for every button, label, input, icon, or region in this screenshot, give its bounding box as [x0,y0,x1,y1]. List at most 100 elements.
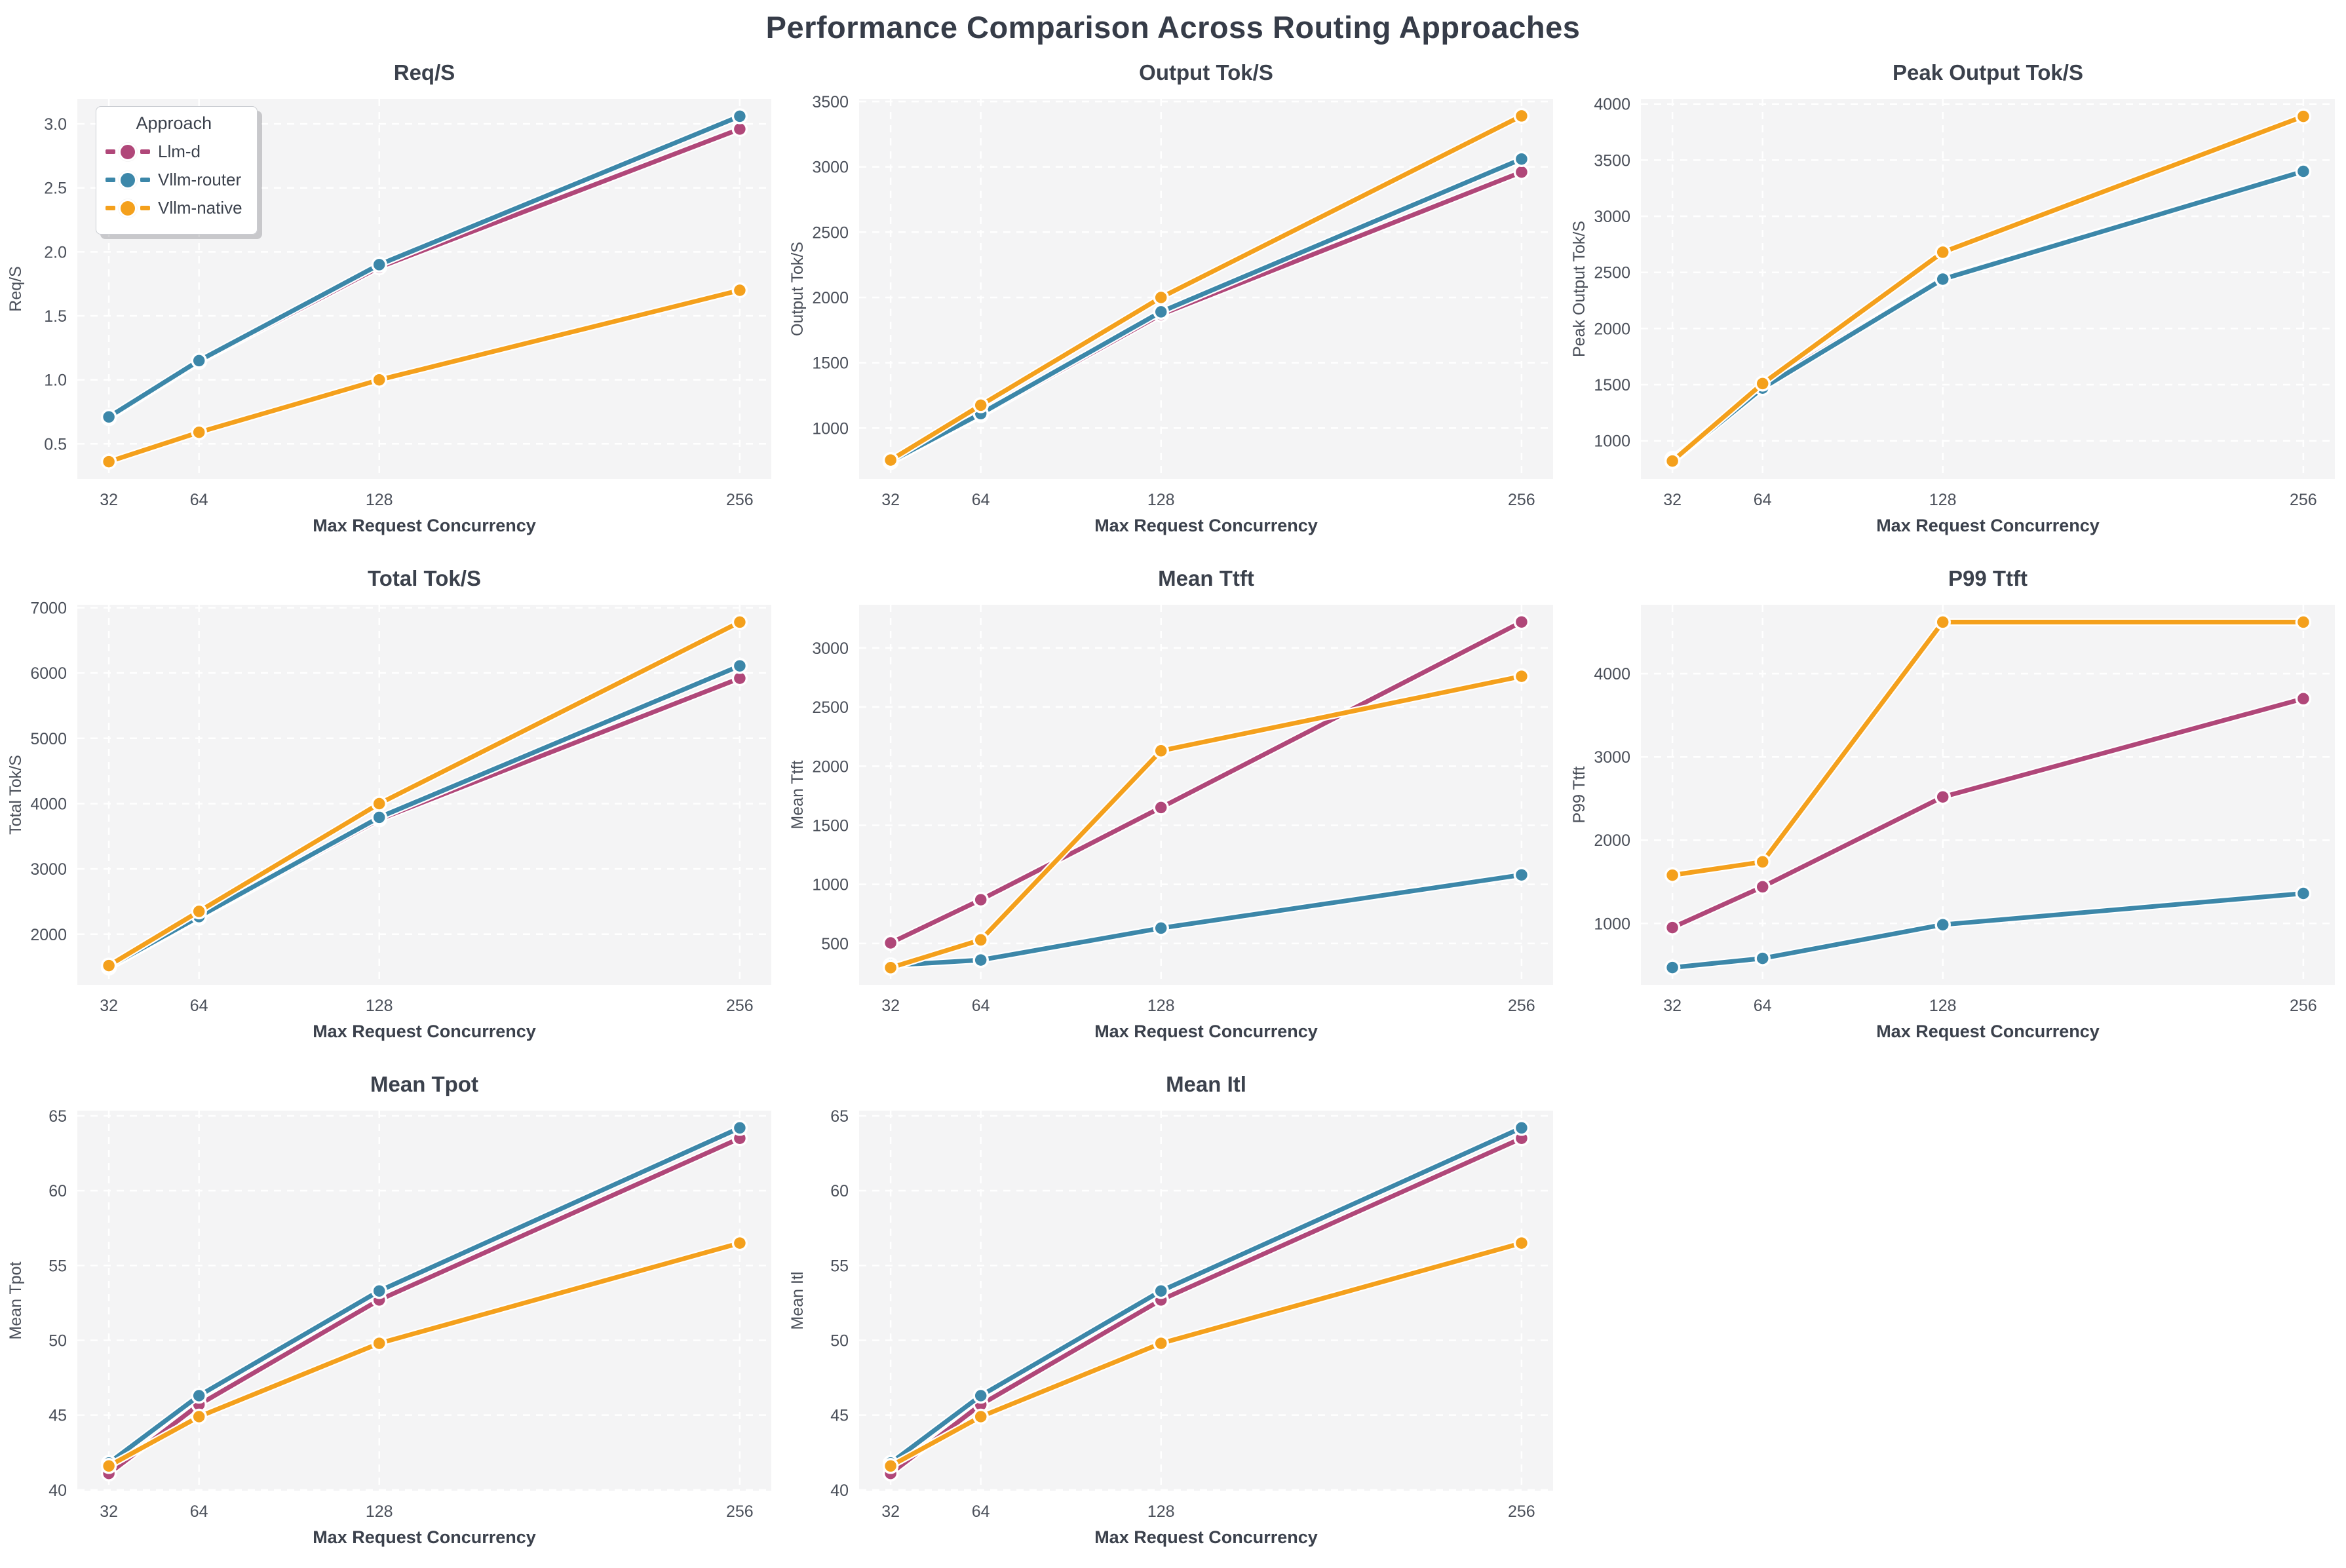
y-tick-label: 3000 [812,159,849,177]
y-tick-label: 2000 [812,757,849,776]
data-point-vllm-native-x256 [1513,668,1530,685]
x-tick-label: 32 [881,997,900,1015]
y-tick-label: 1500 [1594,376,1630,394]
x-tick-label: 32 [1663,491,1682,509]
series-line-llm-d [1670,696,2306,930]
y-tick-label: 60 [830,1182,849,1200]
x-tick-label: 32 [100,491,118,509]
data-point-vllm-native-x128 [1934,614,1951,630]
data-point-llm-d-x128 [1934,788,1951,805]
data-point-vllm-native-x256 [731,282,748,299]
y-tick-label: 65 [830,1107,849,1126]
data-point-vllm-router-x256 [1513,866,1530,883]
data-point-vllm-router-x128 [1934,271,1951,288]
data-point-llm-d-x64 [1754,879,1771,895]
legend-title: Approach [136,113,212,133]
empty-cell [1564,1061,2345,1567]
data-point-vllm-native-x64 [972,932,989,948]
figure-title: Performance Comparison Across Routing Ap… [765,10,1581,45]
data-point-llm-d-x256 [1513,613,1530,630]
y-tick-label: 3.0 [44,115,67,134]
chart-reqs-svg: Req/S Req/S 0.5 1.0 1.5 2.0 2.5 3.0 32 64 128 256 Ma… [7,60,771,535]
x-tick-label: 64 [972,491,990,509]
y-tick-label: 45 [830,1407,849,1425]
data-point-vllm-native-x128 [371,372,387,388]
y-tick-label: 40 [48,1482,67,1500]
data-point-vllm-native-x256 [731,1234,748,1252]
series-line-vllm-native [106,619,742,968]
data-point-vllm-router-x64 [972,1387,989,1404]
chart-peak-output-toks: Peak Output Tok/S Peak Output Tok/S 1000 15… [1564,50,2345,556]
subplot-title: Output Tok/S [1139,60,1273,85]
data-point-vllm-native-x128 [1934,244,1951,261]
x-tick-label: 64 [1754,997,1772,1015]
data-point-vllm-native-x64 [972,1408,989,1425]
x-tick-label: 128 [1147,997,1175,1015]
x-axis-label: Max Request Concurrency [1876,1022,2100,1041]
subplot-title: P99 Ttft [1948,566,2028,590]
data-point-vllm-router-x64 [1754,950,1771,966]
y-tick-label: 1500 [812,354,849,373]
data-point-vllm-native-x32 [100,957,117,974]
y-tick-label: 1000 [1594,432,1630,451]
y-tick-label: 3500 [812,93,849,111]
y-axis-label: Peak Output Tok/S [1570,221,1588,357]
x-tick-label: 256 [726,997,754,1015]
y-tick-label: 6000 [30,664,67,683]
y-tick-label: 1000 [812,419,849,438]
data-point-vllm-router-x256 [731,1120,748,1136]
chart-mean-tpot-svg: Mean Tpot Mean Tpot 40 45 50 55 60 65 32 64 128 256… [7,1072,771,1547]
y-tick-label: 2.0 [44,243,67,261]
x-axis-label: Max Request Concurrency [1094,1527,1318,1547]
subplot-title: Mean Tpot [370,1072,478,1096]
legend-label-vllm-router: Vllm-router [158,170,242,189]
y-tick-label: 2500 [1594,264,1630,282]
data-point-vllm-router-x256 [731,657,748,674]
data-point-vllm-router-x32 [1664,959,1681,976]
subplot-title: Req/S [394,60,455,85]
series-line-vllm-router [106,1125,742,1466]
series-line-vllm-native [106,288,742,465]
y-tick-label: 2000 [812,289,849,307]
data-point-vllm-native-x64 [1754,375,1771,392]
x-tick-label: 256 [1508,491,1535,509]
data-point-vllm-native-x256 [2295,614,2312,630]
data-point-vllm-native-x256 [1513,107,1530,124]
data-point-vllm-native-x32 [882,959,899,976]
chart-mean-ttft: Mean Ttft Mean Ttft 500 1000 1500 2000 2500 300… [782,556,1564,1061]
y-tick-label: 1500 [812,816,849,835]
y-tick-label: 4000 [1594,96,1630,114]
series-line-vllm-native [1670,619,2306,878]
subplot-title: Total Tok/S [368,566,481,590]
y-tick-label: 3500 [1594,151,1630,170]
x-tick-label: 256 [726,1502,754,1521]
x-axis-label: Max Request Concurrency [1094,1022,1318,1041]
y-tick-label: 4000 [30,795,67,813]
series-line-vllm-router [1670,891,2306,970]
series-line-vllm-router [106,113,742,419]
y-tick-label: 2000 [1594,320,1630,338]
chart-peak-output-toks-svg: Peak Output Tok/S Peak Output Tok/S 1000 15… [1570,60,2335,535]
legend-label-llm-d: Llm-d [158,142,201,161]
x-tick-label: 128 [1929,491,1957,509]
data-point-vllm-native-x32 [1664,867,1681,883]
data-point-vllm-native-x32 [882,451,899,468]
x-axis-label: Max Request Concurrency [1876,516,2100,535]
legend-marker-vllm-native [106,199,150,218]
x-tick-label: 128 [1929,997,1957,1015]
data-point-vllm-router-x128 [1153,920,1169,936]
data-point-llm-d-x32 [882,934,899,951]
chart-output-toks: Output Tok/S Output Tok/S 1000 1500 2000 2500… [782,50,1564,556]
data-point-vllm-router-x256 [731,108,748,124]
data-point-vllm-native-x64 [1754,854,1771,870]
x-tick-label: 32 [881,1502,900,1521]
y-tick-label: 2500 [812,223,849,242]
data-point-vllm-router-x128 [1934,916,1951,933]
x-tick-label: 128 [366,997,393,1015]
y-axis-label: Mean Itl [788,1272,807,1330]
data-point-vllm-router-x256 [1513,1120,1530,1136]
y-tick-label: 3000 [1594,208,1630,226]
x-tick-label: 128 [366,1502,393,1521]
x-axis-label: Max Request Concurrency [313,516,536,535]
